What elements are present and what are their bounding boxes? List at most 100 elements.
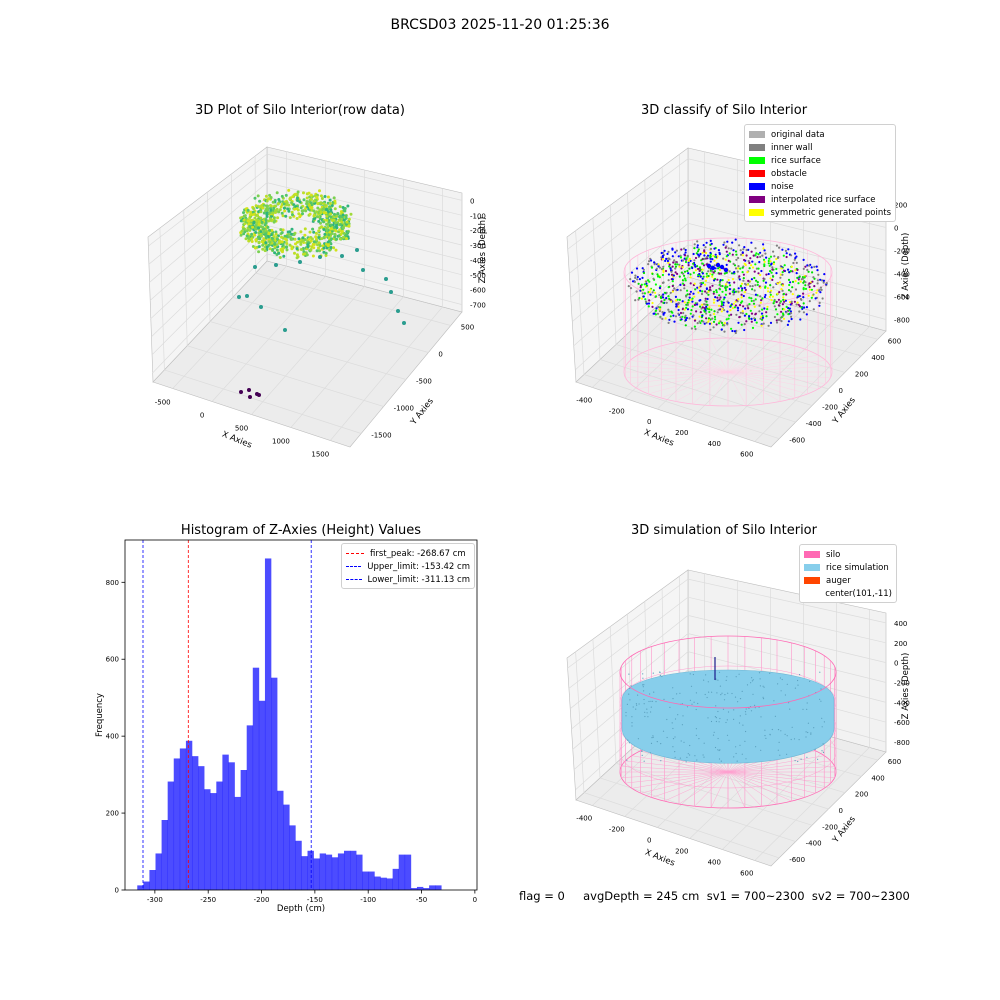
raw-surface-point bbox=[337, 234, 341, 238]
simulation-rice-texture bbox=[625, 711, 627, 714]
simulation-rice-texture bbox=[644, 715, 646, 718]
classify-point bbox=[754, 313, 757, 316]
classify-point bbox=[708, 288, 712, 291]
simulation-rice-texture bbox=[674, 718, 677, 720]
classify-point bbox=[721, 279, 724, 282]
classify-point bbox=[723, 330, 726, 333]
classify-point bbox=[745, 312, 748, 316]
raw-surface-point bbox=[347, 217, 351, 221]
simulation-rice-texture bbox=[806, 708, 808, 711]
classify-point bbox=[661, 258, 665, 261]
raw-surface-point bbox=[342, 218, 346, 222]
histogram-bar bbox=[325, 854, 333, 890]
simulation-rice-texture bbox=[636, 704, 638, 706]
classify-silo-floor-wire bbox=[727, 371, 781, 402]
raw-surface-point bbox=[315, 238, 318, 242]
raw-surface-point bbox=[324, 254, 328, 257]
classify-point bbox=[686, 303, 690, 306]
raw-surface-point bbox=[282, 202, 286, 206]
raw-surface-point bbox=[278, 256, 282, 259]
classify-side-pane bbox=[566, 147, 689, 383]
classify-point bbox=[664, 259, 667, 262]
classify-point bbox=[774, 308, 778, 311]
legend-swatch bbox=[749, 131, 765, 138]
classify-point bbox=[733, 288, 736, 291]
classify-point bbox=[782, 317, 786, 320]
classify-silo-floor-wire bbox=[692, 371, 729, 405]
raw-surface-point bbox=[253, 233, 257, 237]
simulation-rice-texture bbox=[822, 751, 825, 754]
classify-point bbox=[650, 266, 654, 269]
simulation-rice-texture bbox=[779, 677, 782, 679]
classify-point bbox=[647, 305, 650, 308]
raw-y-tick-label: -1500 bbox=[371, 432, 391, 440]
simulation-rice-texture bbox=[646, 712, 648, 714]
simulation-rice-texture bbox=[745, 708, 747, 710]
histogram-y-axis-label: Frequency bbox=[95, 693, 105, 737]
raw-surface-point bbox=[292, 193, 296, 197]
simulation-rice-texture bbox=[679, 757, 682, 759]
raw-surface-point bbox=[320, 197, 324, 200]
classify-point bbox=[660, 300, 663, 303]
classify-point bbox=[648, 280, 651, 283]
classify-point bbox=[693, 319, 697, 322]
classify-point bbox=[656, 273, 659, 276]
classify-point bbox=[644, 298, 647, 301]
classify-point bbox=[778, 246, 781, 249]
classify-point bbox=[693, 247, 696, 250]
simulation-rice-texture bbox=[631, 722, 633, 724]
classify-point bbox=[804, 287, 808, 290]
simulation-rice-texture bbox=[715, 679, 717, 681]
raw-surface-point bbox=[319, 211, 323, 215]
simulation-rice-texture bbox=[805, 731, 807, 733]
classify-y-grid bbox=[644, 179, 845, 373]
classify-point bbox=[789, 310, 793, 313]
classify-point bbox=[747, 279, 750, 282]
raw-z-grid bbox=[148, 153, 463, 247]
simulation-rice-texture bbox=[728, 739, 730, 741]
classify-point bbox=[761, 318, 764, 321]
raw-outlier-point bbox=[384, 277, 388, 281]
simulation-rice-texture bbox=[714, 716, 717, 718]
classify-point bbox=[665, 301, 668, 304]
classify-point bbox=[782, 254, 785, 257]
classify-point bbox=[641, 276, 644, 279]
classify-silo-floor-wire bbox=[661, 371, 729, 399]
classify-point bbox=[794, 288, 798, 291]
classify-point bbox=[677, 255, 680, 258]
simulation-rice-texture bbox=[718, 758, 721, 760]
simulation-rice-texture bbox=[822, 743, 824, 745]
classify-point bbox=[689, 276, 692, 279]
classify-silo-floor-wire bbox=[630, 371, 729, 384]
classify-point bbox=[719, 320, 722, 323]
classify-point bbox=[735, 258, 738, 261]
simulation-rice-texture bbox=[797, 679, 799, 682]
raw-surface-point bbox=[332, 196, 336, 200]
classify-point bbox=[663, 249, 666, 252]
raw-surface-point bbox=[270, 228, 274, 232]
raw-surface-point bbox=[329, 215, 333, 219]
simulation-rice-texture bbox=[820, 700, 822, 702]
classify-point bbox=[697, 267, 700, 271]
simulation-rice-texture bbox=[628, 742, 631, 744]
classify-point bbox=[758, 260, 761, 264]
classify-z-tick-label: 0 bbox=[894, 225, 898, 233]
legend-entry: first_peak: -268.67 cm bbox=[346, 547, 470, 560]
raw-surface-point bbox=[282, 254, 286, 258]
classify-point bbox=[647, 263, 650, 266]
classify-point bbox=[762, 258, 766, 261]
classify-point bbox=[692, 252, 695, 256]
classify-point bbox=[759, 255, 762, 258]
simulation-rice-texture bbox=[758, 672, 761, 674]
classify-point bbox=[697, 248, 700, 251]
histogram-bar bbox=[222, 754, 229, 890]
raw-z-tick-label: -500 bbox=[470, 272, 486, 280]
simulation-rice-texture bbox=[738, 722, 741, 724]
classify-point bbox=[817, 273, 820, 276]
raw-surface-point bbox=[338, 237, 342, 241]
raw-surface-point bbox=[307, 191, 311, 195]
classify-point bbox=[759, 301, 762, 304]
raw-surface-point bbox=[270, 214, 274, 218]
classify-point bbox=[741, 254, 745, 257]
classify-silo-floor-wire bbox=[648, 371, 729, 395]
